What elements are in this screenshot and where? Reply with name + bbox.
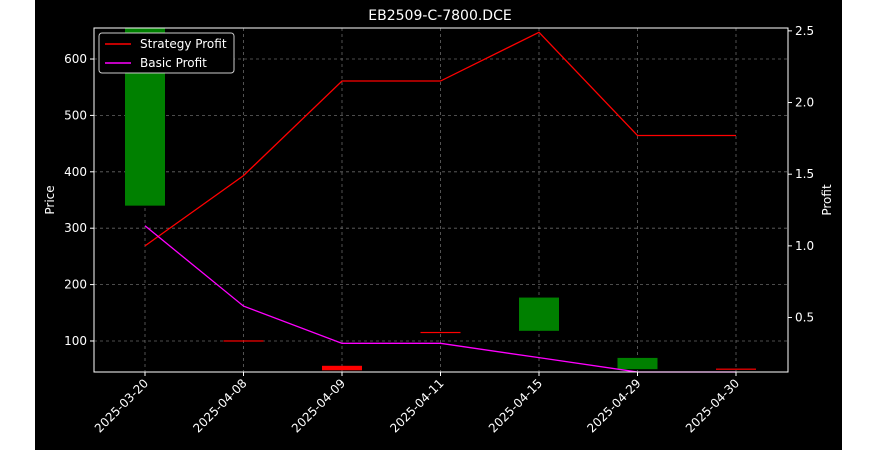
- chart-title: EB2509-C-7800.DCE: [368, 8, 511, 24]
- legend: Strategy Profit Basic Profit: [98, 32, 235, 74]
- candle-body: [519, 297, 559, 331]
- y-tick-label-left: 600: [64, 52, 87, 66]
- candle-body: [322, 365, 362, 371]
- y-tick-label-left: 100: [64, 334, 87, 348]
- series-line-0: [144, 31, 736, 247]
- y-tick-label-right: 2.0: [795, 96, 814, 110]
- y-tick-label-right: 0.5: [795, 311, 814, 325]
- legend-label-strategy-profit: Strategy Profit: [140, 37, 227, 51]
- legend-box: [98, 32, 235, 74]
- y-tick-label-left: 500: [64, 108, 87, 122]
- y-tick-label-right: 1.5: [795, 167, 814, 181]
- y-axis-left-label: Price: [43, 185, 57, 214]
- candle-body: [223, 340, 264, 342]
- y-tick-label-left: 400: [64, 165, 87, 179]
- legend-label-basic-profit: Basic Profit: [140, 56, 207, 70]
- y-axis-right-label: Profit: [820, 184, 834, 216]
- y-tick-label-right: 2.5: [795, 24, 814, 38]
- y-tick-label-right: 1.0: [795, 239, 814, 253]
- candle-body: [420, 331, 461, 334]
- y-tick-label-left: 200: [64, 278, 87, 292]
- candle-body: [716, 368, 756, 370]
- candle-body: [617, 357, 658, 370]
- chart-background: [35, 0, 842, 450]
- y-tick-label-left: 300: [64, 221, 87, 235]
